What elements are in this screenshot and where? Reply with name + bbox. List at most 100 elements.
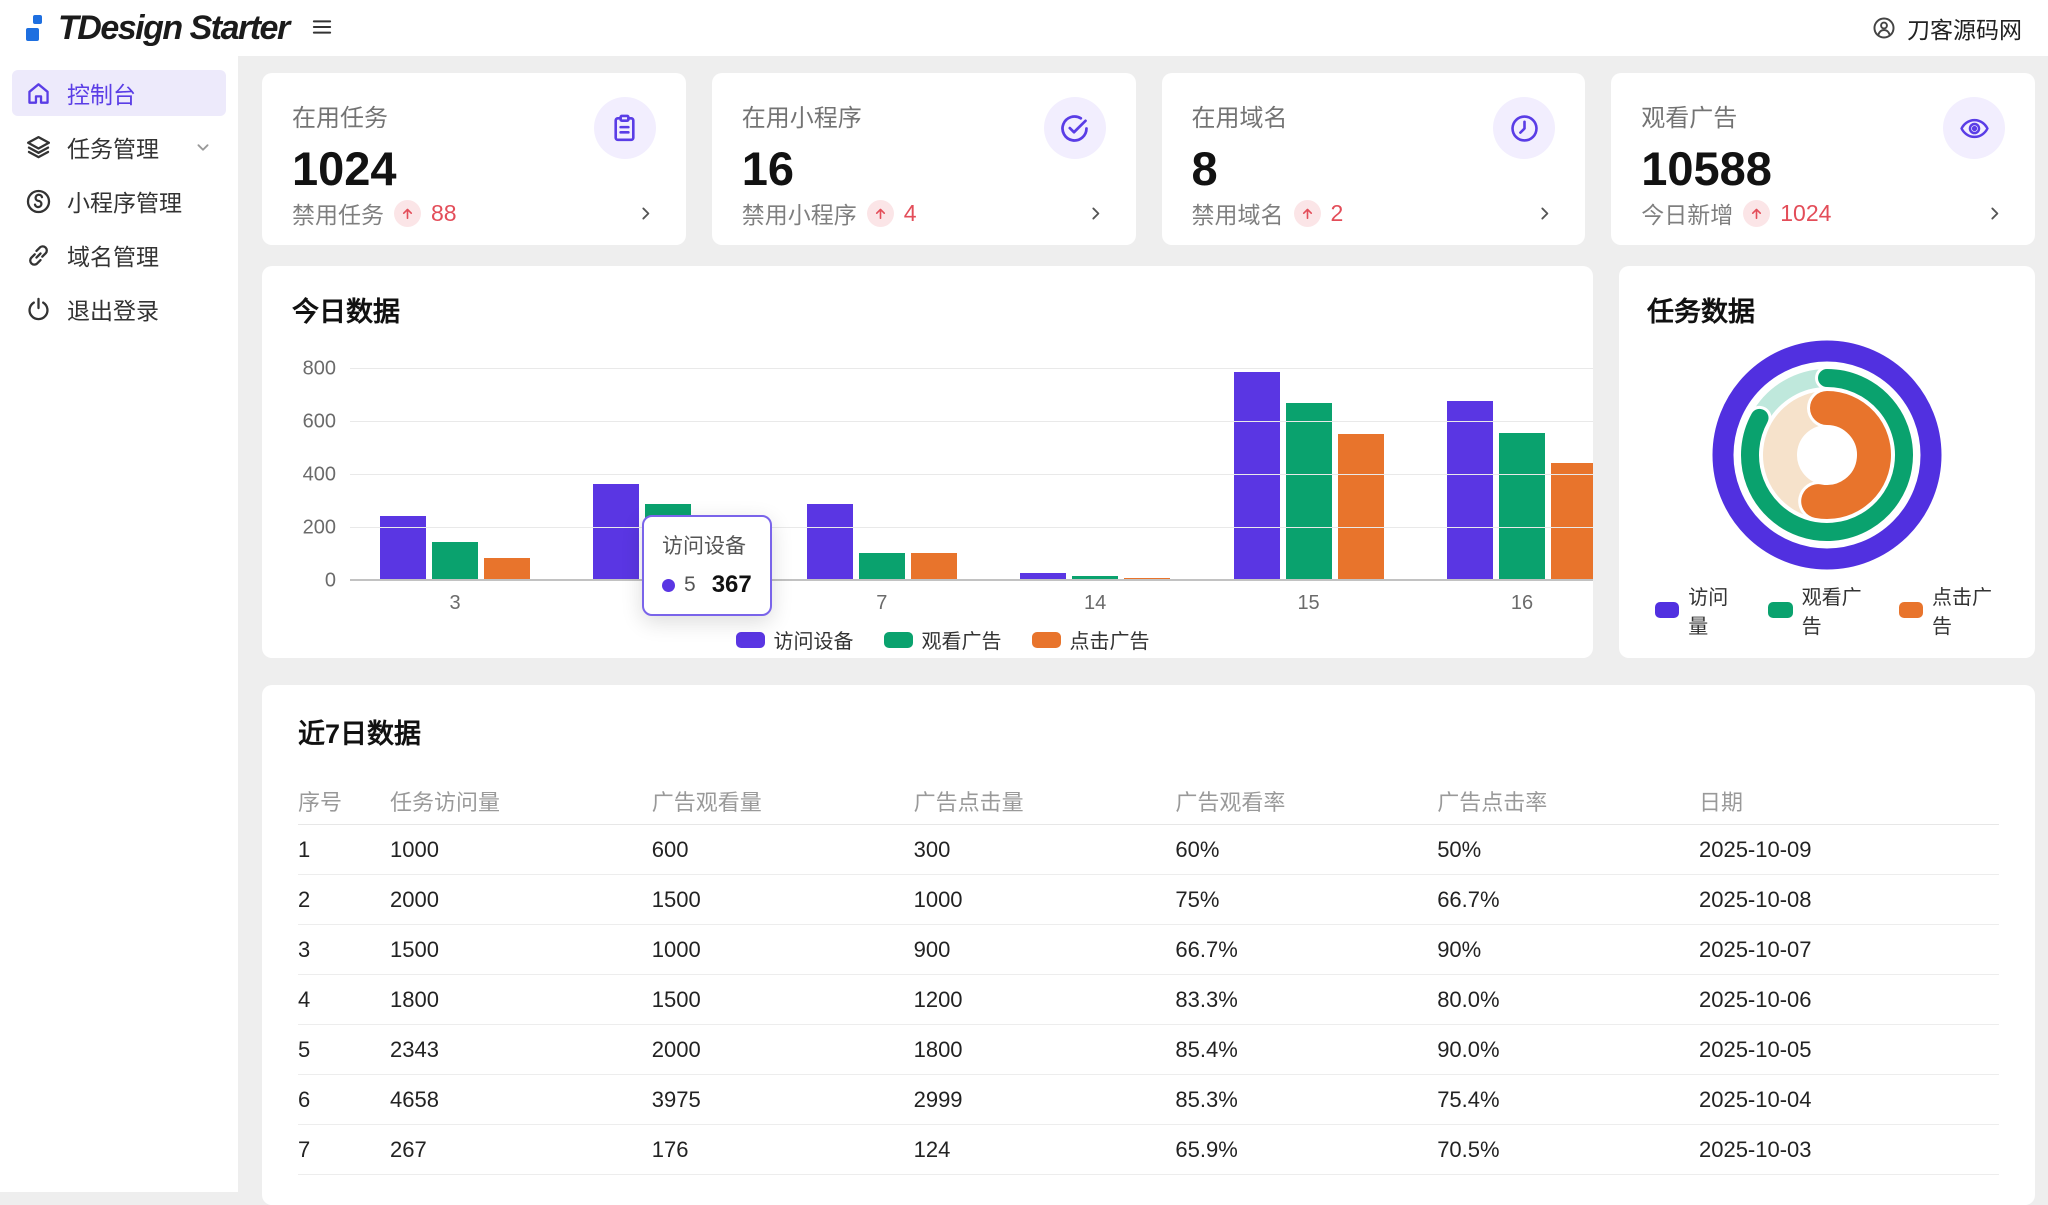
legend-item-观看广告[interactable]: 观看广告 (1768, 581, 1868, 639)
chevron-right-icon[interactable] (1534, 203, 1555, 224)
logo-square-large (26, 28, 39, 41)
bar-点击广告-7[interactable] (911, 553, 957, 581)
table-cell: 6 (298, 1087, 390, 1113)
stat-card-icon-circle (594, 97, 656, 159)
bar-访问设备-7[interactable] (807, 504, 853, 581)
tooltip-value: 367 (712, 571, 752, 599)
brand-title: TDesign Starter (58, 9, 289, 48)
table-cell: 80.0% (1437, 987, 1699, 1013)
table-cell: 85.3% (1175, 1087, 1437, 1113)
chevron-right-icon[interactable] (635, 203, 656, 224)
menu-toggle-button[interactable] (305, 10, 339, 47)
table-cell: 3 (298, 937, 390, 963)
table-cell: 2025-10-08 (1699, 887, 1999, 913)
pie-chart-legend: 访问量观看广告 点击广告 (1647, 581, 2007, 639)
tooltip-row: 5 367 (662, 571, 752, 599)
x-axis-label: 15 (1297, 592, 1319, 615)
gridline (350, 421, 1593, 422)
table-cell: 176 (652, 1137, 914, 1163)
trend-up-badge (1294, 200, 1321, 227)
stat-footer-value: 4 (904, 200, 917, 227)
legend-item-点击广告[interactable]: 点击广告 (1899, 581, 1999, 639)
sidebar-item-label: 域名管理 (67, 238, 159, 272)
table-cell: 1000 (390, 837, 652, 863)
arrow-up-icon (400, 206, 415, 221)
table-cell: 124 (914, 1137, 1176, 1163)
table-cell: 900 (914, 937, 1176, 963)
y-axis-tick: 200 (303, 517, 336, 540)
table-cell: 90.0% (1437, 1037, 1699, 1063)
bar-点击广告-3[interactable] (484, 558, 530, 581)
legend-item-点击广告[interactable]: 点击广告 (1032, 625, 1150, 654)
legend-swatch (1032, 632, 1061, 648)
chevron-right-icon[interactable] (1984, 203, 2005, 224)
arrow-up-icon (873, 206, 888, 221)
bar-访问设备-15[interactable] (1234, 372, 1280, 581)
task-data-card: 任务数据 访问量观看广告点击广告 (1619, 266, 2035, 658)
table-cell: 1 (298, 837, 390, 863)
bar-观看广告-3[interactable] (432, 542, 478, 581)
donut-ring-点击广告[interactable] (1818, 408, 1874, 502)
bar-观看广告-7[interactable] (859, 553, 905, 581)
stat-footer-label: 禁用小程序 (742, 196, 857, 230)
legend-swatch (884, 632, 913, 648)
legend-label: 点击广告 (1932, 581, 1999, 639)
x-axis-label: 7 (876, 592, 887, 615)
table-cell: 1800 (390, 987, 652, 1013)
sidebar-item-label: 控制台 (67, 76, 136, 110)
stat-footer-label: 禁用域名 (1192, 196, 1284, 230)
chevron-right-icon[interactable] (1085, 203, 1106, 224)
legend-item-访问量[interactable]: 访问量 (1655, 581, 1738, 639)
legend-item-访问设备[interactable]: 访问设备 (736, 625, 854, 654)
legend-item-观看广告[interactable]: 观看广告 (884, 625, 1002, 654)
logo-square-small (33, 15, 42, 24)
sidebar-item-tasks[interactable]: 任务管理 (12, 124, 226, 170)
y-axis-tick: 800 (303, 358, 336, 381)
y-axis-tick: 0 (325, 570, 336, 593)
header-user[interactable]: 刀客源码网 (1871, 11, 2048, 45)
table-cell: 2025-10-09 (1699, 837, 1999, 863)
layers-icon (24, 133, 53, 162)
sidebar-item-miniprogram[interactable]: 小程序管理 (12, 178, 226, 224)
legend-label: 点击广告 (1070, 625, 1150, 654)
table-cell: 2 (298, 887, 390, 913)
tooltip-category: 5 (684, 573, 696, 597)
stat-card-value: 1024 (292, 141, 656, 196)
miniprogram-icon (24, 187, 53, 216)
table-cell: 1800 (914, 1037, 1176, 1063)
bar-点击广告-16[interactable] (1551, 463, 1593, 581)
table-cell: 3975 (652, 1087, 914, 1113)
stat-card-footer: 禁用小程序 4 (742, 196, 1106, 230)
legend-swatch (1899, 602, 1923, 618)
bar-观看广告-15[interactable] (1286, 403, 1332, 581)
stat-card-icon-circle (1044, 97, 1106, 159)
stat-footer-label: 禁用任务 (292, 196, 384, 230)
stat-card-icon-circle (1943, 97, 2005, 159)
table-title: 近7日数据 (298, 712, 1999, 751)
legend-label: 访问量 (1688, 581, 1738, 639)
bar-访问设备-16[interactable] (1447, 401, 1493, 581)
sidebar-item-logout[interactable]: 退出登录 (12, 286, 226, 332)
table-cell: 4 (298, 987, 390, 1013)
y-axis-tick: 400 (303, 464, 336, 487)
bar-访问设备-5[interactable] (593, 484, 639, 581)
table-cell: 2343 (390, 1037, 652, 1063)
bar-点击广告-15[interactable] (1338, 434, 1384, 581)
bar-访问设备-3[interactable] (380, 516, 426, 581)
sidebar-item-domains[interactable]: 域名管理 (12, 232, 226, 278)
table-cell: 2000 (652, 1037, 914, 1063)
bar-group-16: 16 (1447, 369, 1593, 581)
sidebar-item-dashboard[interactable]: 控制台 (12, 70, 226, 116)
table-cell: 66.7% (1175, 937, 1437, 963)
chevron-down-icon (192, 136, 214, 158)
table-header-cell: 广告观看量 (652, 785, 914, 817)
table-header-row: 序号任务访问量广告观看量广告点击量广告观看率广告点击率日期 (298, 777, 1999, 825)
bar-观看广告-16[interactable] (1499, 433, 1545, 581)
